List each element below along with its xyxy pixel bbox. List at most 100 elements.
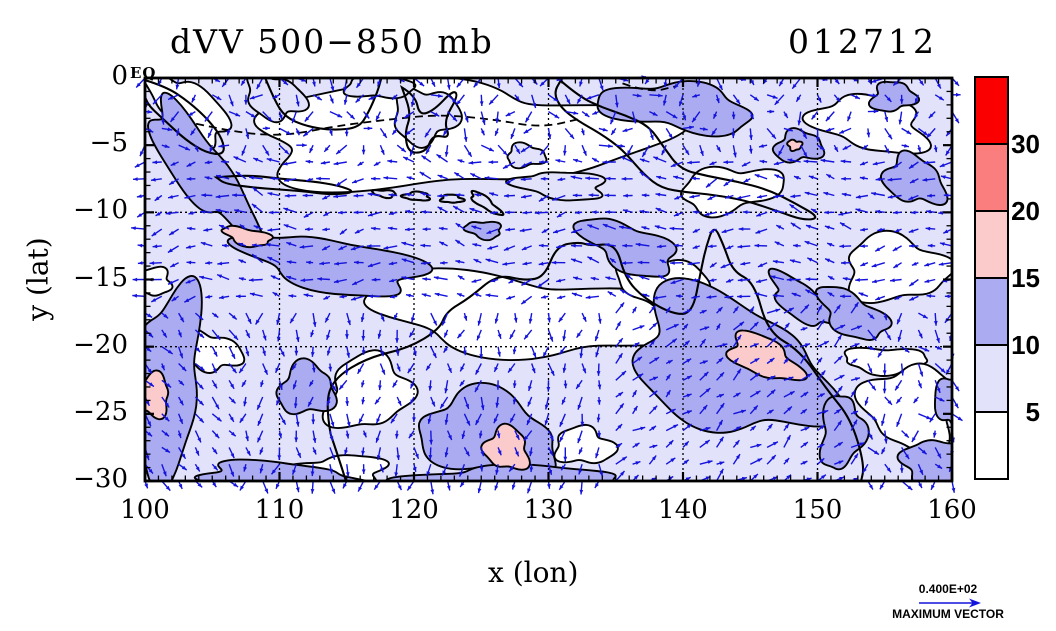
wind-vector-head <box>687 261 693 266</box>
wind-vector-head <box>954 118 959 124</box>
wind-vector-head <box>704 440 710 445</box>
wind-vector-head <box>389 294 395 299</box>
wind-vector-head <box>515 96 520 101</box>
wind-vector-head <box>212 482 217 488</box>
wind-vector-head <box>238 242 244 247</box>
wind-vector-head <box>352 281 358 285</box>
wind-vector-head <box>654 225 660 229</box>
wind-vector-head <box>208 132 212 138</box>
wind-vector-head <box>394 472 399 478</box>
wind-vector-head <box>691 295 697 299</box>
wind-vector-head <box>932 432 937 438</box>
wind-vector-head <box>859 442 865 447</box>
wind-vector-head <box>467 151 472 157</box>
wind-vector-head <box>529 467 534 472</box>
wind-vector-head <box>179 353 183 359</box>
wind-vector-head <box>805 289 811 294</box>
wind-vector-head <box>422 277 428 281</box>
dashed-contour <box>195 114 583 136</box>
wind-vector-head <box>346 421 351 427</box>
wind-vector-head <box>926 294 932 298</box>
wind-vector-head <box>836 97 841 102</box>
wind-vector-head <box>827 243 833 247</box>
wind-vector-head <box>737 294 742 299</box>
wind-vector-head <box>395 433 399 439</box>
wind-vector-head <box>929 417 934 423</box>
wind-vector-head <box>716 323 721 329</box>
wind-vector-head <box>534 210 540 215</box>
wind-vector-head <box>361 450 365 456</box>
wind-vector-head <box>757 194 762 199</box>
wind-vector-head <box>802 409 807 414</box>
wind-vector-head <box>737 244 743 249</box>
wind-vector-head <box>444 452 449 458</box>
wind-vector-head <box>673 212 679 216</box>
wind-vector-head <box>480 451 485 457</box>
wind-vector-head <box>559 349 564 355</box>
wind-vector-head <box>219 295 224 300</box>
wind-vector-head <box>181 453 186 459</box>
wind-vector-head <box>528 386 532 391</box>
wind-vector-head <box>570 175 576 180</box>
wind-vector-head <box>290 318 295 324</box>
wind-vector-head <box>198 315 204 320</box>
wind-vector-head <box>512 383 517 388</box>
wind-vector-head <box>179 380 184 386</box>
wind-vector-head <box>231 431 236 437</box>
wind-vector-head <box>353 193 359 198</box>
wind-vector-head <box>392 95 397 100</box>
wind-vector-head <box>494 485 499 491</box>
wind-vector-head <box>469 208 475 212</box>
wind-vector-head <box>343 483 347 489</box>
wind-vector-head <box>267 257 273 261</box>
wind-vector-head <box>663 82 668 87</box>
wind-vector-head <box>397 400 402 406</box>
wind-vector-head <box>284 149 289 155</box>
wind-vector-head <box>380 351 384 357</box>
wind-vector-head <box>788 307 794 312</box>
wind-vector-head <box>582 150 587 156</box>
wind-vector-head <box>217 274 223 279</box>
wind-vector-head <box>915 98 919 104</box>
wind-vector-head <box>455 223 461 228</box>
wind-vector-head <box>751 425 756 431</box>
wind-vector-head <box>222 243 227 248</box>
wind-vector-head <box>708 244 713 249</box>
wind-vector-head <box>787 158 793 163</box>
wind-vector-head <box>252 187 258 192</box>
wind-vector-head <box>215 335 221 340</box>
wind-vector-head <box>415 453 419 459</box>
wind-vector-head <box>431 81 435 87</box>
wind-vector-head <box>586 242 591 247</box>
wind-vector-head <box>805 343 811 347</box>
wind-vector-head <box>841 261 846 265</box>
wind-vector-head <box>736 195 742 200</box>
wind-vector-head <box>789 259 795 263</box>
wind-vector-head <box>306 260 311 265</box>
wind-vector-head <box>541 228 547 233</box>
wind-vector-head <box>147 421 151 427</box>
wind-vector-head <box>505 227 511 232</box>
wind-vector-head <box>373 161 379 166</box>
wind-vector-head <box>387 226 393 231</box>
wind-vector-head <box>618 353 623 359</box>
wind-vector-head <box>573 111 579 115</box>
wind-vector-head <box>284 178 289 182</box>
wind-vector-head <box>894 295 900 300</box>
wind-vector-head <box>169 230 175 235</box>
wind-vector-head <box>229 416 234 422</box>
wind-vector-head <box>295 101 300 107</box>
wind-vector-head <box>151 177 156 182</box>
wind-vector-head <box>452 116 457 122</box>
wind-vector-head <box>546 387 551 392</box>
wind-vector-head <box>890 278 895 283</box>
wind-vector-head <box>204 176 210 180</box>
wind-vector-head <box>344 131 349 137</box>
wind-vector-head <box>717 307 723 312</box>
wind-vector-head <box>672 114 678 119</box>
wind-vector-head <box>346 352 350 358</box>
wind-vector-head <box>802 133 807 139</box>
wind-vector-head <box>882 388 887 394</box>
wind-vector-head <box>197 437 201 443</box>
plot-timestamp: 012712 <box>788 22 938 61</box>
